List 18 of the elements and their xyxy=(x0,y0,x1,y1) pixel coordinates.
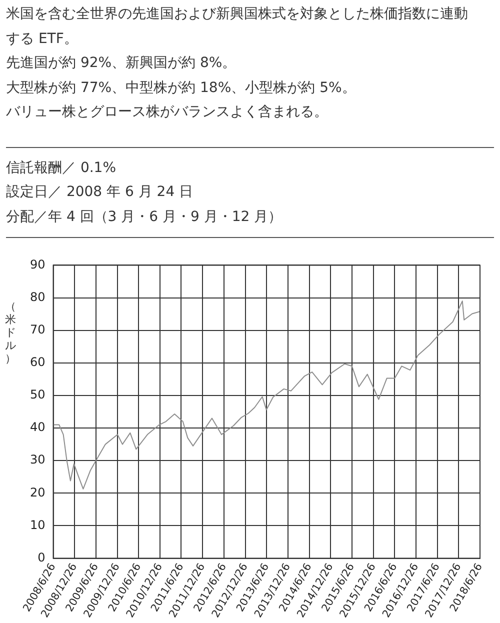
y-tick-label: 70 xyxy=(30,322,46,336)
text: 先進国が約 92%、新興国が約 8%。 xyxy=(6,54,238,73)
y-tick-label: 60 xyxy=(30,355,46,370)
text: 大型株が約 77%、中型株が約 18%、小型株が約 5%。 xyxy=(6,78,357,98)
y-tick-label: 30 xyxy=(30,452,46,467)
y-tick-label: 0 xyxy=(38,550,46,564)
y-tick-label: 20 xyxy=(30,485,46,500)
y-tick-label: 90 xyxy=(30,257,46,272)
y-tick-label: 10 xyxy=(30,518,46,532)
y-tick-label: 40 xyxy=(30,420,46,434)
y-tick-label: 80 xyxy=(30,290,46,304)
text: 分配／年 4 回（3 月・6 月・9 月・12 月） xyxy=(6,208,284,226)
y-tick-label: 50 xyxy=(30,388,46,402)
y-axis-title: （米ドル） xyxy=(4,300,17,365)
text: バリュー株とグロース株がバランスよく含まれる。 xyxy=(6,103,329,122)
text: 米国を含む全世界の先進国および新興国株式を対象とした株価指数に連動する ETF。 xyxy=(6,5,469,48)
text: 信託報酬／ 0.1% xyxy=(6,158,118,178)
text: 設定日／ 2008 年 6 月 24 日 xyxy=(6,183,194,202)
